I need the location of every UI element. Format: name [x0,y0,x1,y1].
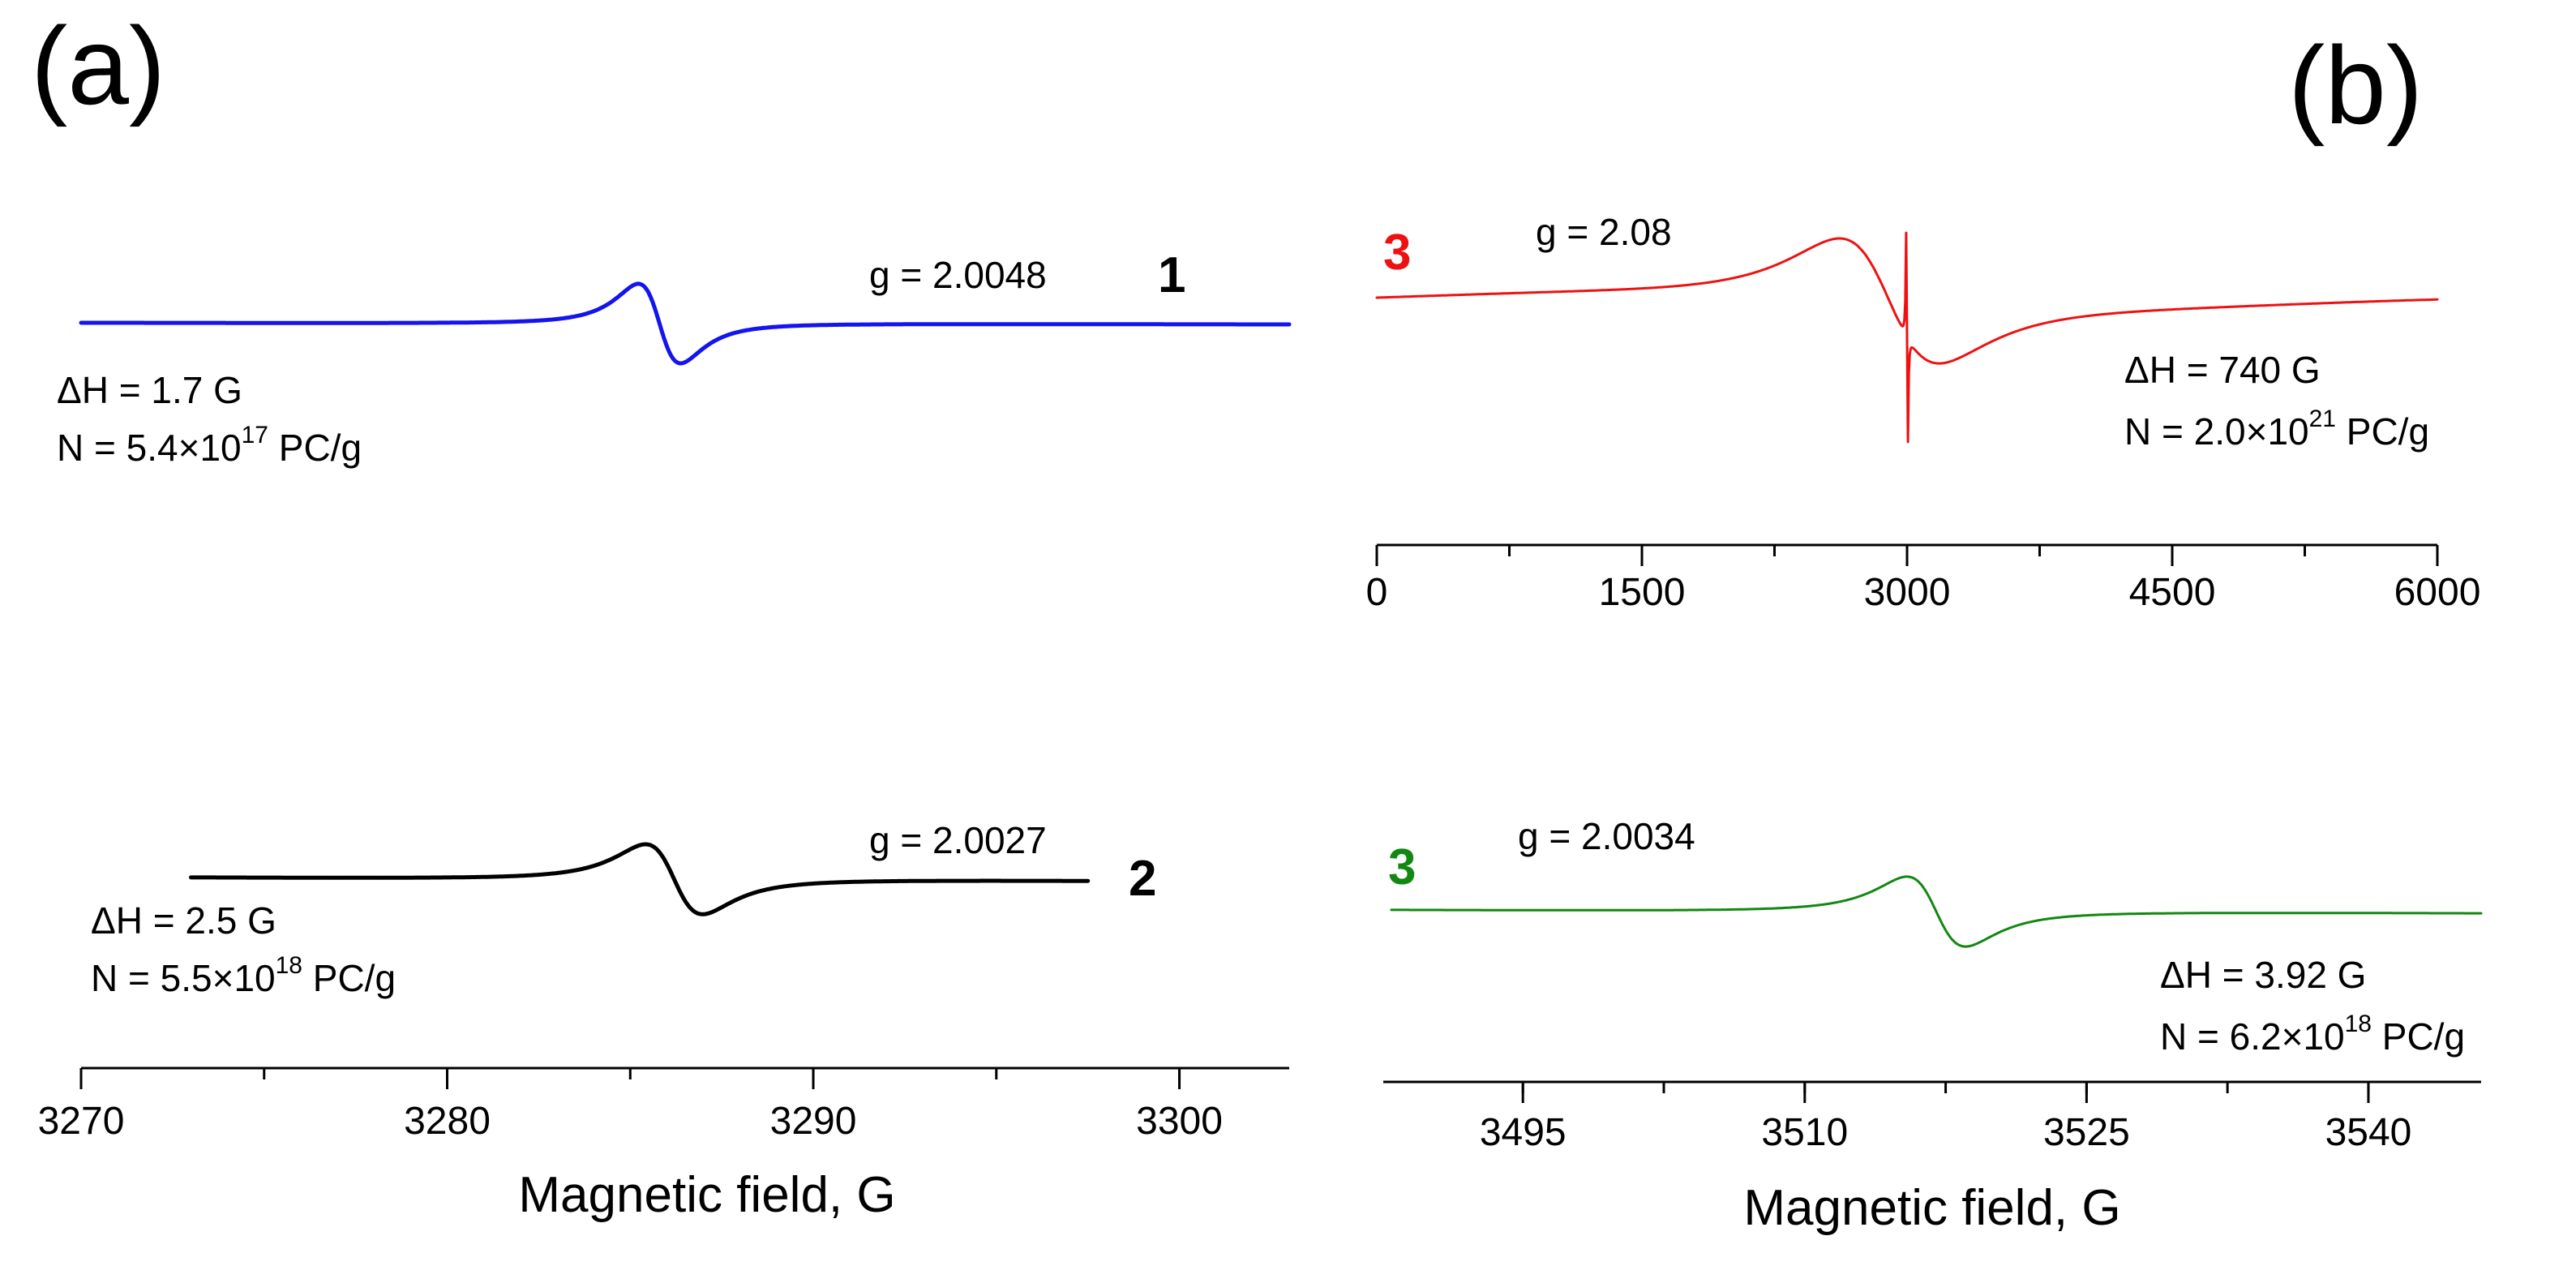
linewidth-label-3-top: ΔH = 740 G [2124,349,2321,391]
g-factor-label-3-top: g = 2.08 [1536,211,1672,253]
panel-a-label: (a) [31,4,165,127]
spin-concentration-exponent-2: 18 [276,952,302,979]
spin-concentration-exponent-3-bottom: 18 [2345,1011,2372,1037]
x-tick-label: 3525 [2043,1111,2130,1154]
spin-concentration-exponent-1: 17 [242,422,268,448]
x-axis-ticks-a: 3270 3280 3290 3300 [38,1068,1223,1143]
spin-concentration-mantissa-3-top: N = 2.0×10 [2124,410,2309,453]
panel-b-top: (b) 3 g = 2.08 ΔH = 740 G N = 2.0×1021 P… [1366,24,2481,614]
series-label-3-top: 3 [1383,225,1411,281]
x-axis-ticks-b-bottom: 3495 3510 3525 3540 [1480,1082,2412,1154]
spectrum-series-1 [79,281,1292,366]
linewidth-label-2: ΔH = 2.5 G [91,899,276,942]
x-tick-label: 3270 [38,1100,125,1143]
x-tick-label: 3290 [770,1100,857,1143]
x-axis-title-a: Magnetic field, G [518,1167,895,1223]
spin-concentration-unit-1: PC/g [268,427,362,469]
spin-concentration-mantissa-1: N = 5.4×10 [57,427,242,469]
spectrum-series-3-broad [1375,231,2439,444]
spin-concentration-mantissa-3-bottom: N = 6.2×10 [2160,1015,2345,1058]
x-tick-label: 0 [1366,571,1388,614]
x-axis-title-b: Magnetic field, G [1743,1180,2120,1236]
series-label-2: 2 [1129,851,1156,907]
spectrum-series-3-narrow [1390,875,2483,948]
x-tick-label: 3510 [1761,1111,1848,1154]
spin-concentration-label-3-bottom: N = 6.2×1018 PC/g [2160,1011,2465,1058]
panel-b-bottom: 3 g = 2.0034 ΔH = 3.92 G N = 6.2×1018 PC… [1383,815,2483,1236]
series-label-3-bottom: 3 [1388,839,1416,895]
panel-a: (a) 1 g = 2.0048 ΔH = 1.7 G N = 5.4×1017… [31,4,1292,1223]
spin-concentration-exponent-3-top: 21 [2309,406,2336,432]
g-factor-label-2: g = 2.0027 [869,819,1047,861]
x-tick-label: 3280 [404,1100,491,1143]
spin-concentration-mantissa-2: N = 5.5×10 [91,957,276,999]
x-tick-label: 3495 [1480,1111,1567,1154]
x-tick-label: 1500 [1599,571,1686,614]
x-tick-label: 4500 [2129,571,2216,614]
g-factor-label-3-bottom: g = 2.0034 [1518,815,1695,857]
spin-concentration-label-1: N = 5.4×1017 PC/g [57,422,362,469]
series-label-1: 1 [1158,247,1185,303]
spin-concentration-label-2: N = 5.5×1018 PC/g [91,952,396,999]
spin-concentration-label-3-top: N = 2.0×1021 PC/g [2124,406,2429,453]
x-tick-label: 3300 [1136,1100,1223,1143]
spin-concentration-unit-3-bottom: PC/g [2372,1015,2465,1058]
x-tick-label: 6000 [2394,571,2481,614]
spin-concentration-unit-2: PC/g [302,957,396,999]
g-factor-label-1: g = 2.0048 [869,254,1047,296]
x-tick-label: 3540 [2325,1111,2412,1154]
x-tick-label: 3000 [1864,571,1951,614]
x-axis-ticks-b-top: 0 1500 3000 4500 6000 [1366,545,2481,614]
linewidth-label-3-bottom: ΔH = 3.92 G [2160,954,2366,996]
spin-concentration-unit-3-top: PC/g [2336,410,2429,453]
panel-b-label: (b) [2288,24,2423,147]
spectrum-series-2 [189,842,1091,916]
linewidth-label-1: ΔH = 1.7 G [57,369,242,411]
